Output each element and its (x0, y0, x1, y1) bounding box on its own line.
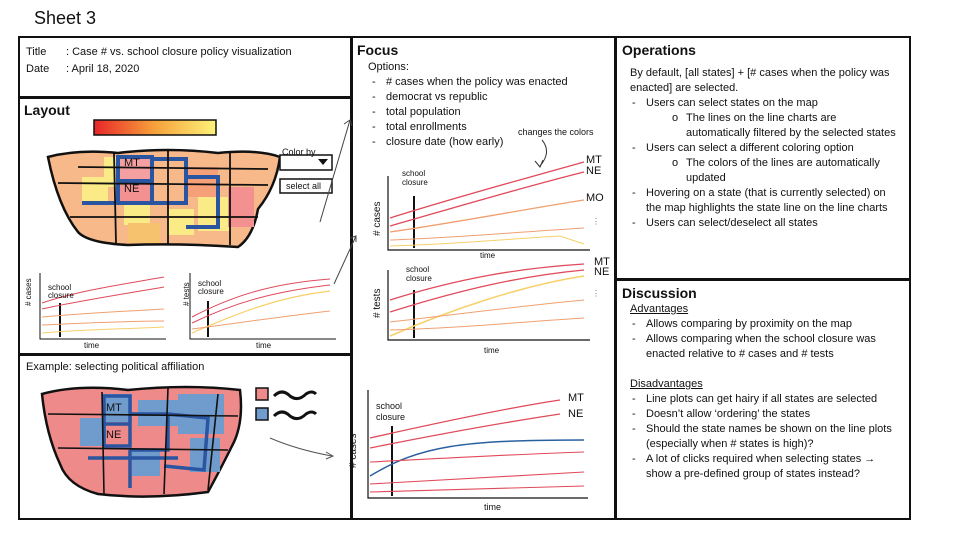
annotation-arrow (539, 139, 547, 167)
example-map-sketch (40, 385, 335, 498)
meta-block: Title : Case # vs. school closure policy … (26, 44, 292, 78)
operations-body: By default, [all states] + [# cases when… (630, 66, 900, 231)
map-state-ne (116, 179, 154, 205)
series-label-ne: NE (586, 165, 602, 177)
map-state (102, 394, 132, 422)
map-state (82, 177, 108, 203)
layout-left-marker: school closure (48, 283, 74, 300)
layout-sketch (39, 119, 336, 340)
example-ylabel: # cases (348, 433, 359, 468)
title-key: Title (26, 46, 47, 58)
discussion-heading: Discussion (622, 285, 697, 301)
tests-marker: school closure (406, 265, 432, 283)
advantage-item: Allows comparing when the school closure… (630, 332, 902, 362)
cases-xlabel: time (480, 251, 496, 260)
map-state (80, 418, 106, 446)
example-xlabel: time (484, 502, 502, 512)
chevron-down-icon (318, 159, 328, 165)
map-label-ne: NE (124, 183, 140, 195)
date-key: Date (26, 63, 50, 75)
operation-subitem: The colors of the lines are automaticall… (672, 156, 900, 186)
discussion-body: Advantages Allows comparing by proximity… (630, 302, 902, 482)
color-by-select (279, 154, 333, 171)
advantages-label: Advantages (630, 303, 689, 315)
color-by-label: Color by (282, 147, 316, 157)
layout-heading: Layout (24, 102, 70, 118)
disadvantages-list: Line plots can get hairy if all states a… (630, 392, 902, 482)
disadvantage-item: Doesn’t allow ‘ordering’ the states (630, 407, 902, 422)
title-value: : Case # vs. school closure policy visua… (66, 46, 292, 58)
operation-item: Users can select/deselect all states (630, 216, 900, 231)
advantages-list: Allows comparing by proximity on the map… (630, 317, 902, 362)
map-state (168, 209, 194, 235)
example-series-label-ne: NE (568, 408, 584, 420)
example-map-label-mt: MT (106, 402, 122, 414)
operation-item: Hovering on a state (that is currently s… (630, 186, 900, 216)
disadvantage-item: Should the state names be shown on the l… (630, 422, 902, 452)
disadvantage-item: A lot of clicks required when selecting … (630, 452, 902, 482)
select-all-label[interactable]: select all (286, 181, 322, 191)
disadvantages-label: Disadvantages (630, 378, 703, 390)
layout-right-marker: school closure (198, 279, 224, 296)
focus-option: closure date (how early) (370, 135, 606, 150)
changes-colors-annotation: changes the colors (518, 127, 594, 137)
tests-ylabel: # tests (372, 288, 383, 318)
layout-right-xlabel: time (256, 341, 272, 350)
operation-item: Users can select a different coloring op… (630, 141, 900, 186)
operation-item: Users can select states on the map The l… (630, 96, 900, 141)
focus-option: democrat vs republic (370, 90, 606, 105)
svg-text:⋮: ⋮ (592, 217, 600, 226)
map-state (132, 450, 160, 476)
operation-subitem: The lines on the line charts are automat… (672, 111, 900, 141)
disadvantage-item: Line plots can get hairy if all states a… (630, 392, 902, 407)
example-heading: Example: selecting political affiliation (26, 361, 205, 373)
layout-chart-tests (189, 273, 336, 340)
sheet-title: Sheet 3 (34, 8, 97, 28)
focus-heading: Focus (357, 42, 399, 58)
example-map-label-ne: NE (106, 429, 122, 441)
focus-option: total enrollments (370, 120, 606, 135)
discussion-panel (615, 279, 911, 520)
arrow-to-focus-options (319, 119, 351, 223)
color-legend-bar (93, 119, 217, 136)
legend-democrat-swatch (255, 407, 269, 421)
svg-text:⋮: ⋮ (592, 289, 600, 298)
tests-series-label-ne: NE (594, 266, 610, 278)
map-label-mt: MT (124, 157, 140, 169)
map-state (188, 167, 218, 197)
focus-options-list: # cases when the policy was enacted demo… (370, 75, 606, 150)
advantage-item: Allows comparing by proximity on the map (630, 317, 902, 332)
arrow-to-example-chart (269, 437, 333, 457)
operations-list: Users can select states on the map The l… (630, 96, 900, 231)
focus-options-label: Options: (368, 61, 409, 73)
map-state (128, 223, 160, 243)
tests-xlabel: time (484, 346, 500, 355)
arrow-to-focus-chart (333, 235, 357, 285)
focus-chart-tests (387, 263, 590, 341)
tests-series-label-mt: MT (594, 256, 610, 268)
series-label-mt: MT (586, 154, 602, 166)
cases-marker: school closure (402, 169, 428, 187)
focus-option: # cases when the policy was enacted (370, 75, 606, 90)
focus-chart-cases (387, 161, 590, 251)
operations-intro: By default, [all states] + [# cases when… (630, 67, 890, 94)
example-chart (367, 390, 588, 499)
example-series-label-mt: MT (568, 392, 584, 404)
operations-heading: Operations (622, 42, 696, 58)
layout-left-xlabel: time (84, 341, 100, 350)
select-all-button (279, 178, 333, 194)
focus-option: total population (370, 105, 606, 120)
cases-ylabel: # cases (372, 201, 383, 236)
date-value: : April 18, 2020 (66, 63, 140, 75)
layout-chart-cases (39, 273, 166, 340)
example-marker: school closure (376, 401, 406, 422)
legend-republican-swatch (255, 387, 269, 401)
series-label-mo: MO (586, 192, 604, 204)
map-state (228, 187, 254, 227)
